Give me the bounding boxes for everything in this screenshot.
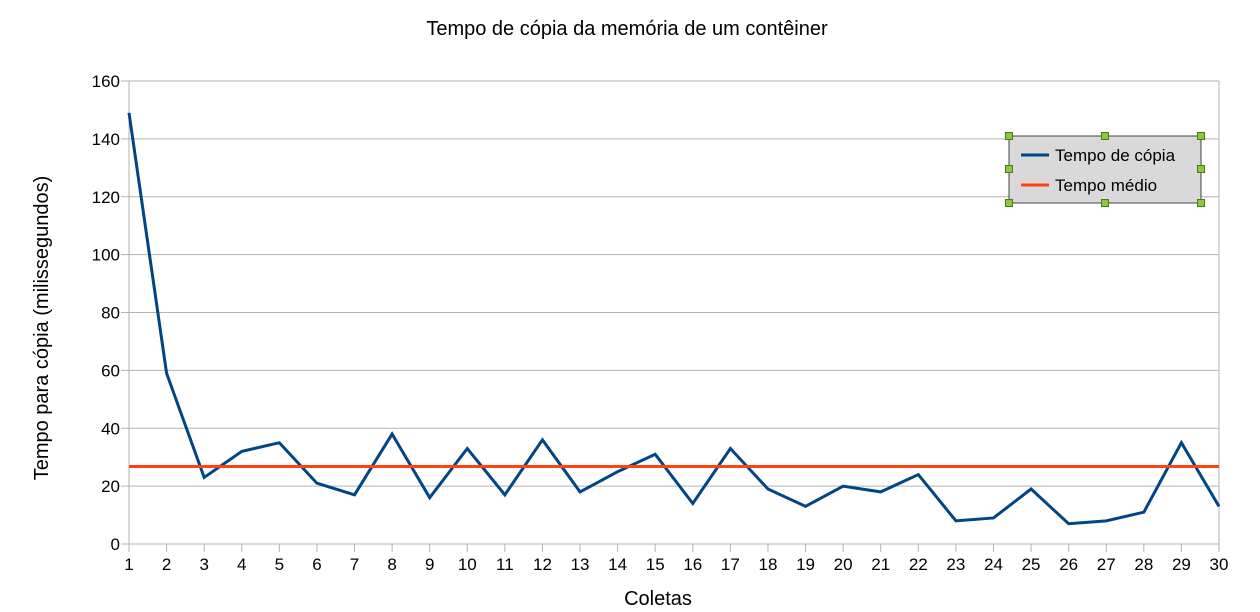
y-tick-label: 60 bbox=[101, 361, 120, 380]
x-tick-label: 28 bbox=[1134, 555, 1153, 574]
x-axis-label: Coletas bbox=[624, 588, 692, 610]
x-tick-label: 24 bbox=[984, 555, 1003, 574]
y-tick-label: 140 bbox=[92, 130, 120, 149]
y-tick-label: 100 bbox=[92, 246, 120, 265]
series-group bbox=[127, 112, 1221, 526]
x-tick-label: 2 bbox=[162, 555, 171, 574]
legend-box[interactable] bbox=[1008, 135, 1202, 204]
x-tick-label: 4 bbox=[237, 555, 246, 574]
y-tick-label: 20 bbox=[101, 477, 120, 496]
legend[interactable]: Tempo de cópia Tempo médio bbox=[1005, 132, 1205, 207]
grid-lines bbox=[129, 80, 1219, 545]
y-tick-label: 0 bbox=[111, 535, 120, 554]
x-tick-label: 8 bbox=[387, 555, 396, 574]
y-tick-label: 40 bbox=[101, 419, 120, 438]
x-tick-label: 1 bbox=[124, 555, 133, 574]
selection-handles[interactable] bbox=[1005, 132, 1205, 207]
x-tick-label: 30 bbox=[1210, 555, 1229, 574]
x-tick-label: 23 bbox=[946, 555, 965, 574]
resize-handle[interactable] bbox=[1197, 165, 1205, 173]
y-tick-label: 160 bbox=[92, 72, 120, 91]
x-tick-label: 6 bbox=[312, 555, 321, 574]
legend-label-tempo-de-copia: Tempo de cópia bbox=[1055, 146, 1176, 165]
x-tick-label: 11 bbox=[496, 555, 514, 574]
resize-handle[interactable] bbox=[1101, 199, 1109, 207]
y-tick-label: 120 bbox=[92, 188, 120, 207]
x-tick-label: 10 bbox=[458, 555, 477, 574]
resize-handle[interactable] bbox=[1005, 132, 1013, 140]
x-tick-label: 21 bbox=[871, 555, 890, 574]
x-tick-label: 26 bbox=[1059, 555, 1078, 574]
x-tick-label: 12 bbox=[533, 555, 552, 574]
x-tick-label: 22 bbox=[909, 555, 928, 574]
x-tick-label: 5 bbox=[275, 555, 284, 574]
resize-handle[interactable] bbox=[1197, 199, 1205, 207]
legend-label-tempo-medio: Tempo médio bbox=[1055, 176, 1157, 195]
x-tick-label: 15 bbox=[646, 555, 665, 574]
x-tick-label: 29 bbox=[1172, 555, 1191, 574]
x-tick-label: 3 bbox=[199, 555, 208, 574]
x-tick-label: 7 bbox=[350, 555, 359, 574]
x-tick-label: 17 bbox=[721, 555, 740, 574]
x-tick-label: 25 bbox=[1022, 555, 1041, 574]
y-axis-label: Tempo para cópia (milissegundos) bbox=[31, 176, 53, 481]
x-tick-label: 14 bbox=[608, 555, 627, 574]
chart-title: Tempo de cópia da memória de um contêine… bbox=[426, 18, 828, 40]
x-tick-label: 19 bbox=[796, 555, 815, 574]
x-tick-label: 16 bbox=[683, 555, 702, 574]
x-tick-label: 27 bbox=[1097, 555, 1116, 574]
resize-handle[interactable] bbox=[1101, 132, 1109, 140]
resize-handle[interactable] bbox=[1005, 165, 1013, 173]
x-tick-label: 13 bbox=[571, 555, 590, 574]
y-tick-label: 80 bbox=[101, 304, 120, 323]
resize-handle[interactable] bbox=[1197, 132, 1205, 140]
resize-handle[interactable] bbox=[1005, 199, 1013, 207]
x-tick-label: 9 bbox=[425, 555, 434, 574]
series-line-tempo-de-copia bbox=[127, 112, 1221, 526]
x-tick-label: 18 bbox=[759, 555, 778, 574]
x-tick-label: 20 bbox=[834, 555, 853, 574]
